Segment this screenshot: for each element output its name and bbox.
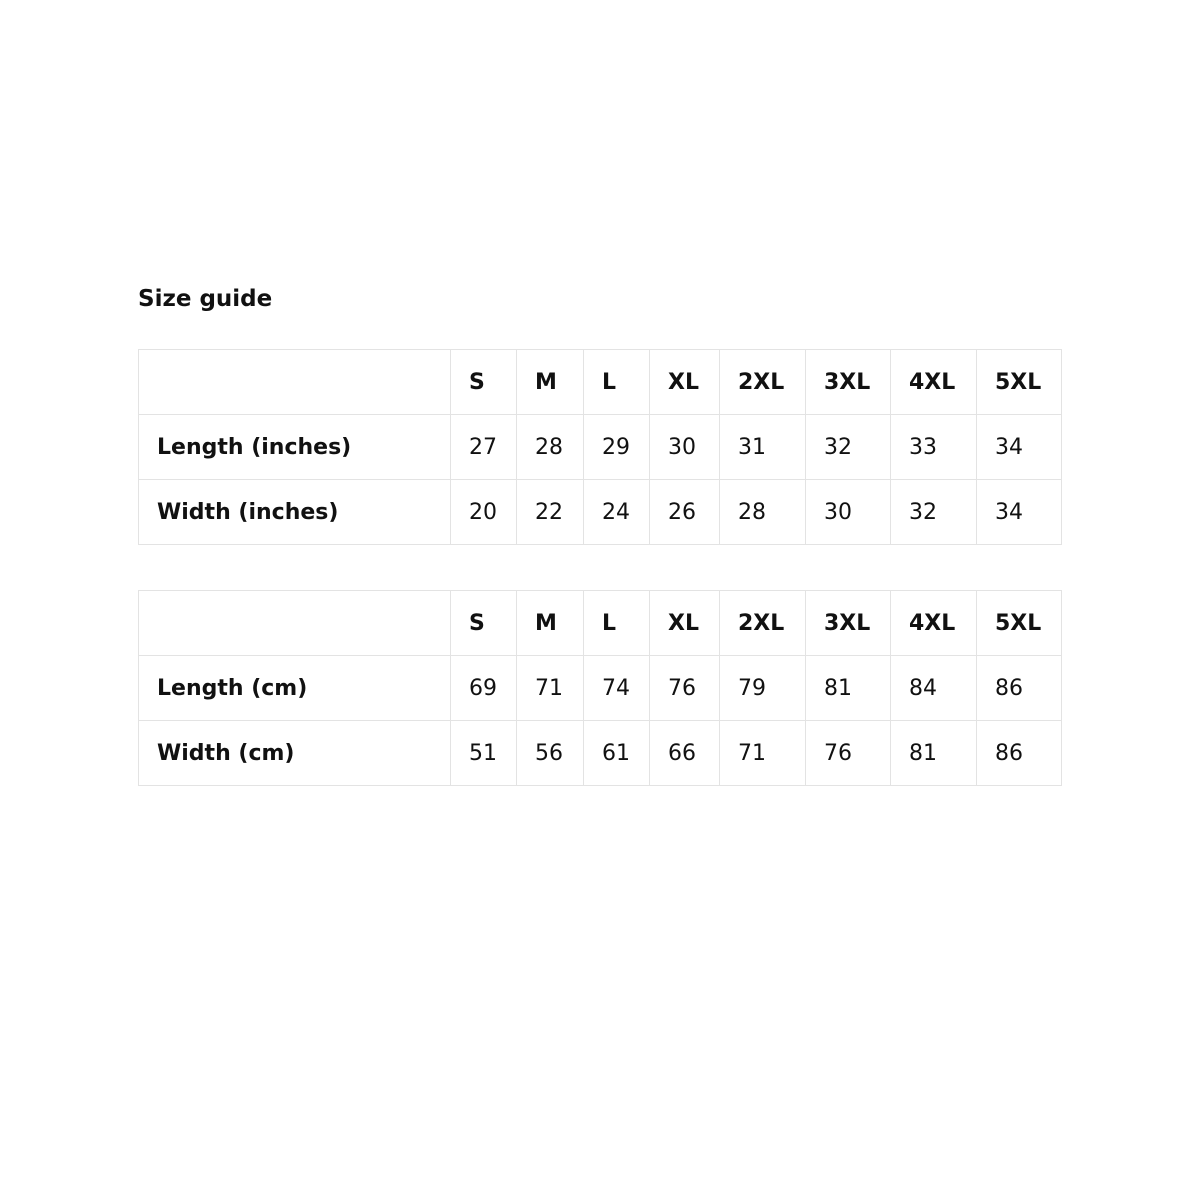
measurement-cell: 33: [890, 414, 977, 480]
header-row: S M L XL 2XL 3XL 4XL 5XL: [138, 349, 1062, 415]
size-table-inches: S M L XL 2XL 3XL 4XL 5XL Length (inches) 27 28 29 30…: [138, 349, 1062, 545]
size-header: 3XL: [805, 349, 891, 415]
measurement-cell: 22: [516, 479, 584, 545]
measurement-cell: 28: [719, 479, 806, 545]
measurement-cell: 29: [583, 414, 650, 480]
row-label: Width (inches): [138, 479, 451, 545]
measurement-cell: 30: [649, 414, 720, 480]
header-row: S M L XL 2XL 3XL 4XL 5XL: [138, 590, 1062, 656]
size-header: S: [450, 349, 517, 415]
table-row: Length (cm) 69 71 74 76 79 81 84 86: [138, 655, 1062, 721]
measurement-cell: 24: [583, 479, 650, 545]
size-header: 5XL: [976, 349, 1062, 415]
measurement-cell: 76: [805, 720, 891, 786]
measurement-cell: 69: [450, 655, 517, 721]
measurement-cell: 79: [719, 655, 806, 721]
measurement-cell: 28: [516, 414, 584, 480]
measurement-cell: 30: [805, 479, 891, 545]
size-header: L: [583, 590, 650, 656]
size-header: 4XL: [890, 349, 977, 415]
page-title: Size guide: [138, 286, 273, 312]
size-header: 4XL: [890, 590, 977, 656]
size-header: XL: [649, 590, 720, 656]
measurement-cell: 26: [649, 479, 720, 545]
measurement-cell: 20: [450, 479, 517, 545]
size-header: 5XL: [976, 590, 1062, 656]
measurement-cell: 32: [890, 479, 977, 545]
measurement-cell: 71: [719, 720, 806, 786]
size-header: 2XL: [719, 590, 806, 656]
measurement-cell: 66: [649, 720, 720, 786]
size-header: M: [516, 590, 584, 656]
measurement-cell: 86: [976, 720, 1062, 786]
row-label: Width (cm): [138, 720, 451, 786]
measurement-cell: 76: [649, 655, 720, 721]
table-row: Width (inches) 20 22 24 26 28 30 32 34: [138, 479, 1062, 545]
measurement-cell: 84: [890, 655, 977, 721]
measurement-cell: 81: [890, 720, 977, 786]
measurement-cell: 51: [450, 720, 517, 786]
row-label: Length (cm): [138, 655, 451, 721]
measurement-cell: 86: [976, 655, 1062, 721]
size-header: L: [583, 349, 650, 415]
measurement-cell: 32: [805, 414, 891, 480]
measurement-cell: 31: [719, 414, 806, 480]
measurement-cell: 34: [976, 479, 1062, 545]
measurement-cell: 34: [976, 414, 1062, 480]
table-row: Width (cm) 51 56 61 66 71 76 81 86: [138, 720, 1062, 786]
measurement-cell: 56: [516, 720, 584, 786]
size-header: 2XL: [719, 349, 806, 415]
measurement-cell: 27: [450, 414, 517, 480]
measurement-cell: 71: [516, 655, 584, 721]
corner-cell: [138, 349, 451, 415]
table-row: Length (inches) 27 28 29 30 31 32 33 34: [138, 414, 1062, 480]
measurement-cell: 61: [583, 720, 650, 786]
measurement-cell: 74: [583, 655, 650, 721]
corner-cell: [138, 590, 451, 656]
size-table-cm: S M L XL 2XL 3XL 4XL 5XL Length (cm) 69 71 74 76 79 81…: [138, 590, 1062, 786]
measurement-cell: 81: [805, 655, 891, 721]
size-header: XL: [649, 349, 720, 415]
size-header: M: [516, 349, 584, 415]
row-label: Length (inches): [138, 414, 451, 480]
size-header: S: [450, 590, 517, 656]
size-header: 3XL: [805, 590, 891, 656]
